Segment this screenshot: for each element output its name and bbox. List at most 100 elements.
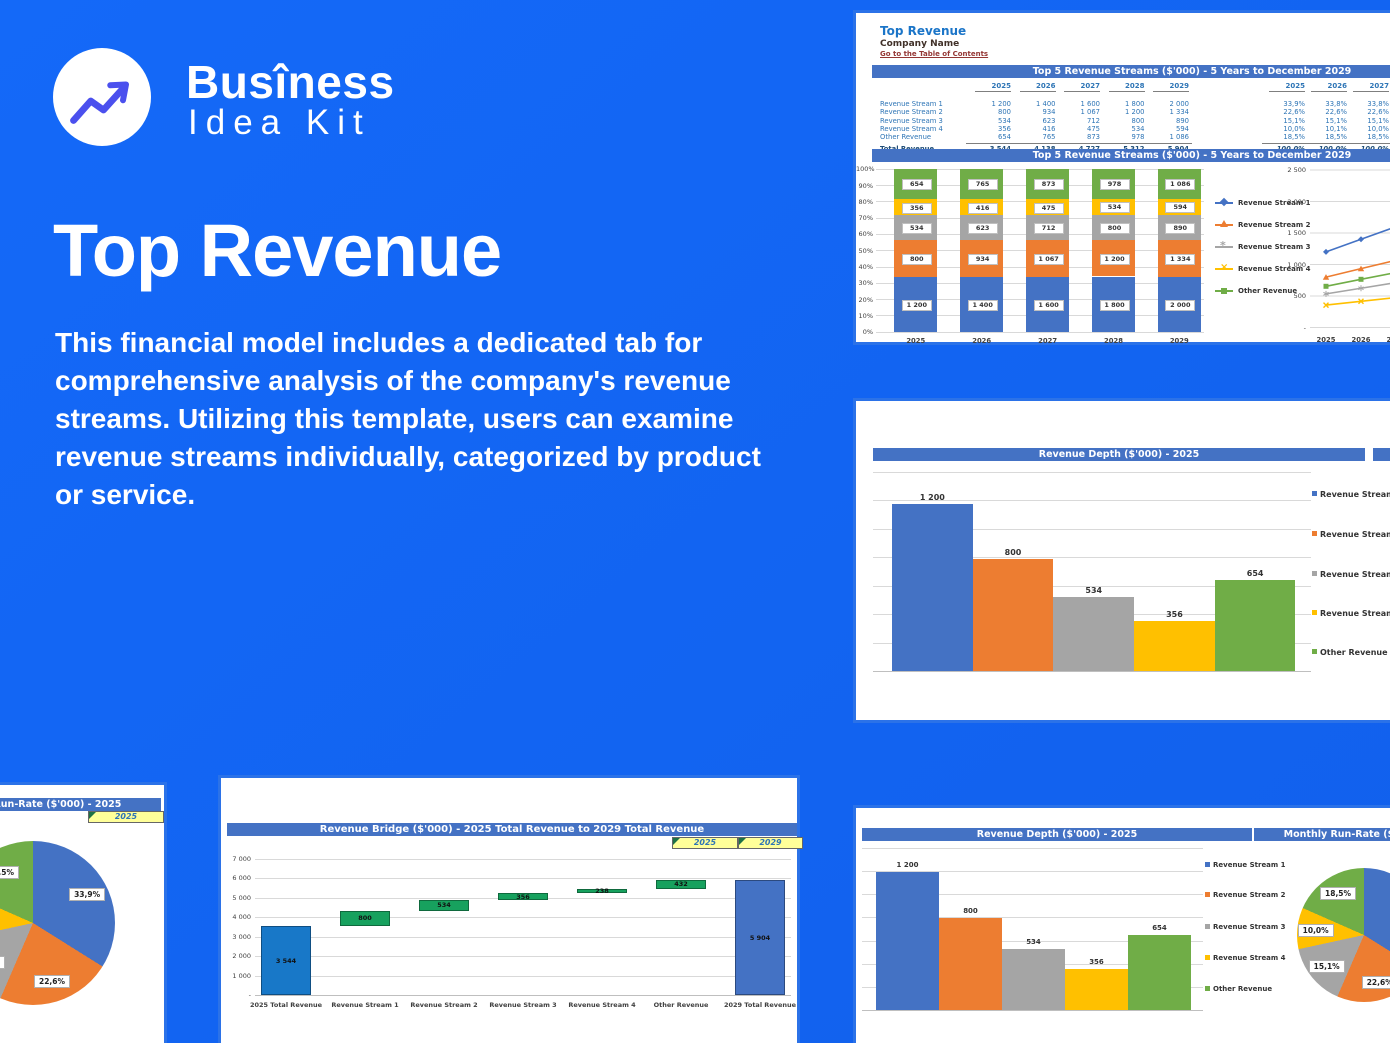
legend-label: Other Revenue [1238, 287, 1298, 295]
pct-year-header: 2025 [1269, 82, 1305, 92]
y-axis-tick: 6 000 [232, 874, 251, 883]
legend-swatch [1312, 491, 1317, 496]
x-axis-tick: 2025 [906, 336, 926, 345]
table-row-label: Other Revenue [880, 133, 932, 142]
table-cell: 873 [1087, 133, 1100, 142]
table-cell: 623 [1042, 116, 1056, 125]
gridline [862, 894, 1203, 896]
table-cell: 475 [1087, 124, 1100, 133]
run-rate-title-bar-2: Monthly Run-Rate ($'000) - 2025 [1254, 828, 1390, 841]
legend-swatch [1205, 892, 1210, 897]
panel-depth-and-run-rate: Revenue Depth ($'000) - 2025 Monthly Run… [853, 805, 1390, 1043]
data-label: 534 [901, 222, 932, 234]
data-label: 873 [1033, 179, 1064, 191]
pie-data-label: 22,6% [34, 974, 71, 988]
table-cell: 594 [1176, 124, 1189, 133]
table-pct-cell: 18,5% [1367, 133, 1389, 142]
table-cell: 534 [998, 116, 1011, 125]
bar [1053, 596, 1135, 672]
legend-swatch [1312, 610, 1317, 615]
table-pct-cell: 18,5% [1283, 133, 1305, 142]
legend-swatch [1205, 924, 1210, 929]
panel-revenue-depth: Revenue Depth ($'000) - 2025 1 200 800 534… [853, 398, 1390, 723]
legend-label: Revenue Stream 3 [1320, 570, 1390, 579]
table-cell: 534 [1131, 124, 1145, 133]
table-row-label: Revenue Stream 3 [880, 116, 943, 125]
depth-bar-chart-2: 1 200 800 534 356 654 [856, 808, 1390, 1043]
x-axis-tick: 2025 [1316, 335, 1336, 344]
table-cell: 800 [998, 108, 1011, 117]
legend-swatch [1312, 531, 1317, 536]
chart-title-bar: Top 5 Revenue Streams ($'000) - 5 Years … [872, 149, 1390, 162]
table-total-rule [966, 143, 1192, 144]
table-pct-cell: 10,0% [1283, 124, 1305, 133]
waterfall-bar [340, 910, 390, 927]
table-pct-cell: 33,8% [1325, 100, 1347, 108]
x-axis-tick: 2028 [1104, 336, 1123, 345]
legend-label: Revenue Stream 2 [1320, 530, 1390, 539]
legend-label: Revenue Stream 1 [1238, 199, 1311, 207]
bar [1214, 579, 1296, 672]
table-row-label: Revenue Stream 4 [880, 124, 943, 133]
gridline [862, 1010, 1203, 1012]
data-label: 800 [901, 253, 932, 265]
waterfall-bar [261, 926, 311, 995]
table-cell: 1 086 [1169, 133, 1189, 142]
legend-label: Revenue Stream 2 [1213, 891, 1286, 899]
x-axis-tick: 2029 Total Revenue [723, 1001, 797, 1009]
data-label: 534 [1085, 585, 1103, 595]
table-pct-cell: 10,0% [1367, 124, 1389, 133]
x-axis-tick: Revenue Stream 1 [331, 1001, 399, 1009]
brand-subname: Idea Kit [188, 103, 371, 142]
gridline [876, 331, 1204, 333]
bridge-to-year-dropdown[interactable]: 2029 [738, 837, 803, 849]
table-pct-cell: 15,1% [1325, 116, 1347, 125]
y-axis-tick: 100% [856, 165, 875, 174]
legend-label: Revenue Stream 4 [1213, 954, 1286, 962]
bridge-to-value: 2029 [759, 838, 782, 847]
legend-item: Other Revenue [1312, 648, 1390, 658]
data-label: 356 [901, 202, 932, 214]
data-label: 594 [1165, 202, 1196, 214]
table-of-contents-link[interactable]: Go to the Table of Contents [880, 50, 989, 58]
y-axis-tick: 4 000 [232, 913, 251, 922]
data-label: 654 [1246, 568, 1264, 578]
waterfall-chart: 7 000 6 000 5 000 4 000 3 000 2 000 1 000 - 3 54… [221, 778, 797, 1043]
bridge-from-year-dropdown[interactable]: 2025 [672, 837, 738, 849]
gridline [862, 871, 1203, 872]
gridline [873, 557, 1311, 559]
legend-item: Revenue Stream 1 [1215, 197, 1325, 208]
legend-label: Other Revenue [1320, 648, 1388, 657]
table-row-label: Revenue Stream 1 [880, 100, 943, 108]
gridline [873, 471, 1311, 473]
table-cell: 416 [1042, 124, 1056, 133]
table-cell: 765 [1042, 133, 1056, 142]
data-label: 534 [437, 901, 451, 910]
y-axis-tick: 80% [858, 197, 873, 206]
table-row-label: Revenue Stream 2 [880, 108, 943, 117]
data-label: 978 [1099, 179, 1130, 191]
legend-item: Other Revenue [1205, 985, 1295, 995]
y-axis-tick: 90% [858, 181, 873, 190]
data-label: 238 [595, 887, 609, 895]
legend-line [1215, 268, 1233, 270]
data-label: 534 [1099, 202, 1130, 214]
data-label: 356 [516, 892, 530, 901]
table-pct-cell: 22,6% [1325, 108, 1347, 117]
year-header: 2029 [1153, 82, 1189, 92]
table-pct-cell: 22,6% [1367, 108, 1389, 117]
run-rate-pie-chart: 33,9%22,6%15,1%10,0%18,5% [0, 785, 164, 1043]
data-label: 654 [901, 179, 932, 191]
gridline [255, 995, 791, 996]
gridline [255, 917, 791, 919]
bar [1134, 621, 1215, 672]
legend-item: Revenue Stream 1 [1205, 861, 1295, 871]
table-cell: 712 [1087, 116, 1100, 125]
bridge-title-bar: Revenue Bridge ($'000) - 2025 Total Reve… [227, 823, 797, 836]
year-dropdown[interactable]: 2025 [88, 811, 164, 823]
table-cell: 978 [1131, 133, 1145, 142]
table-pct-cell: 18,5% [1325, 133, 1347, 142]
data-label: 1 200 [896, 860, 919, 869]
